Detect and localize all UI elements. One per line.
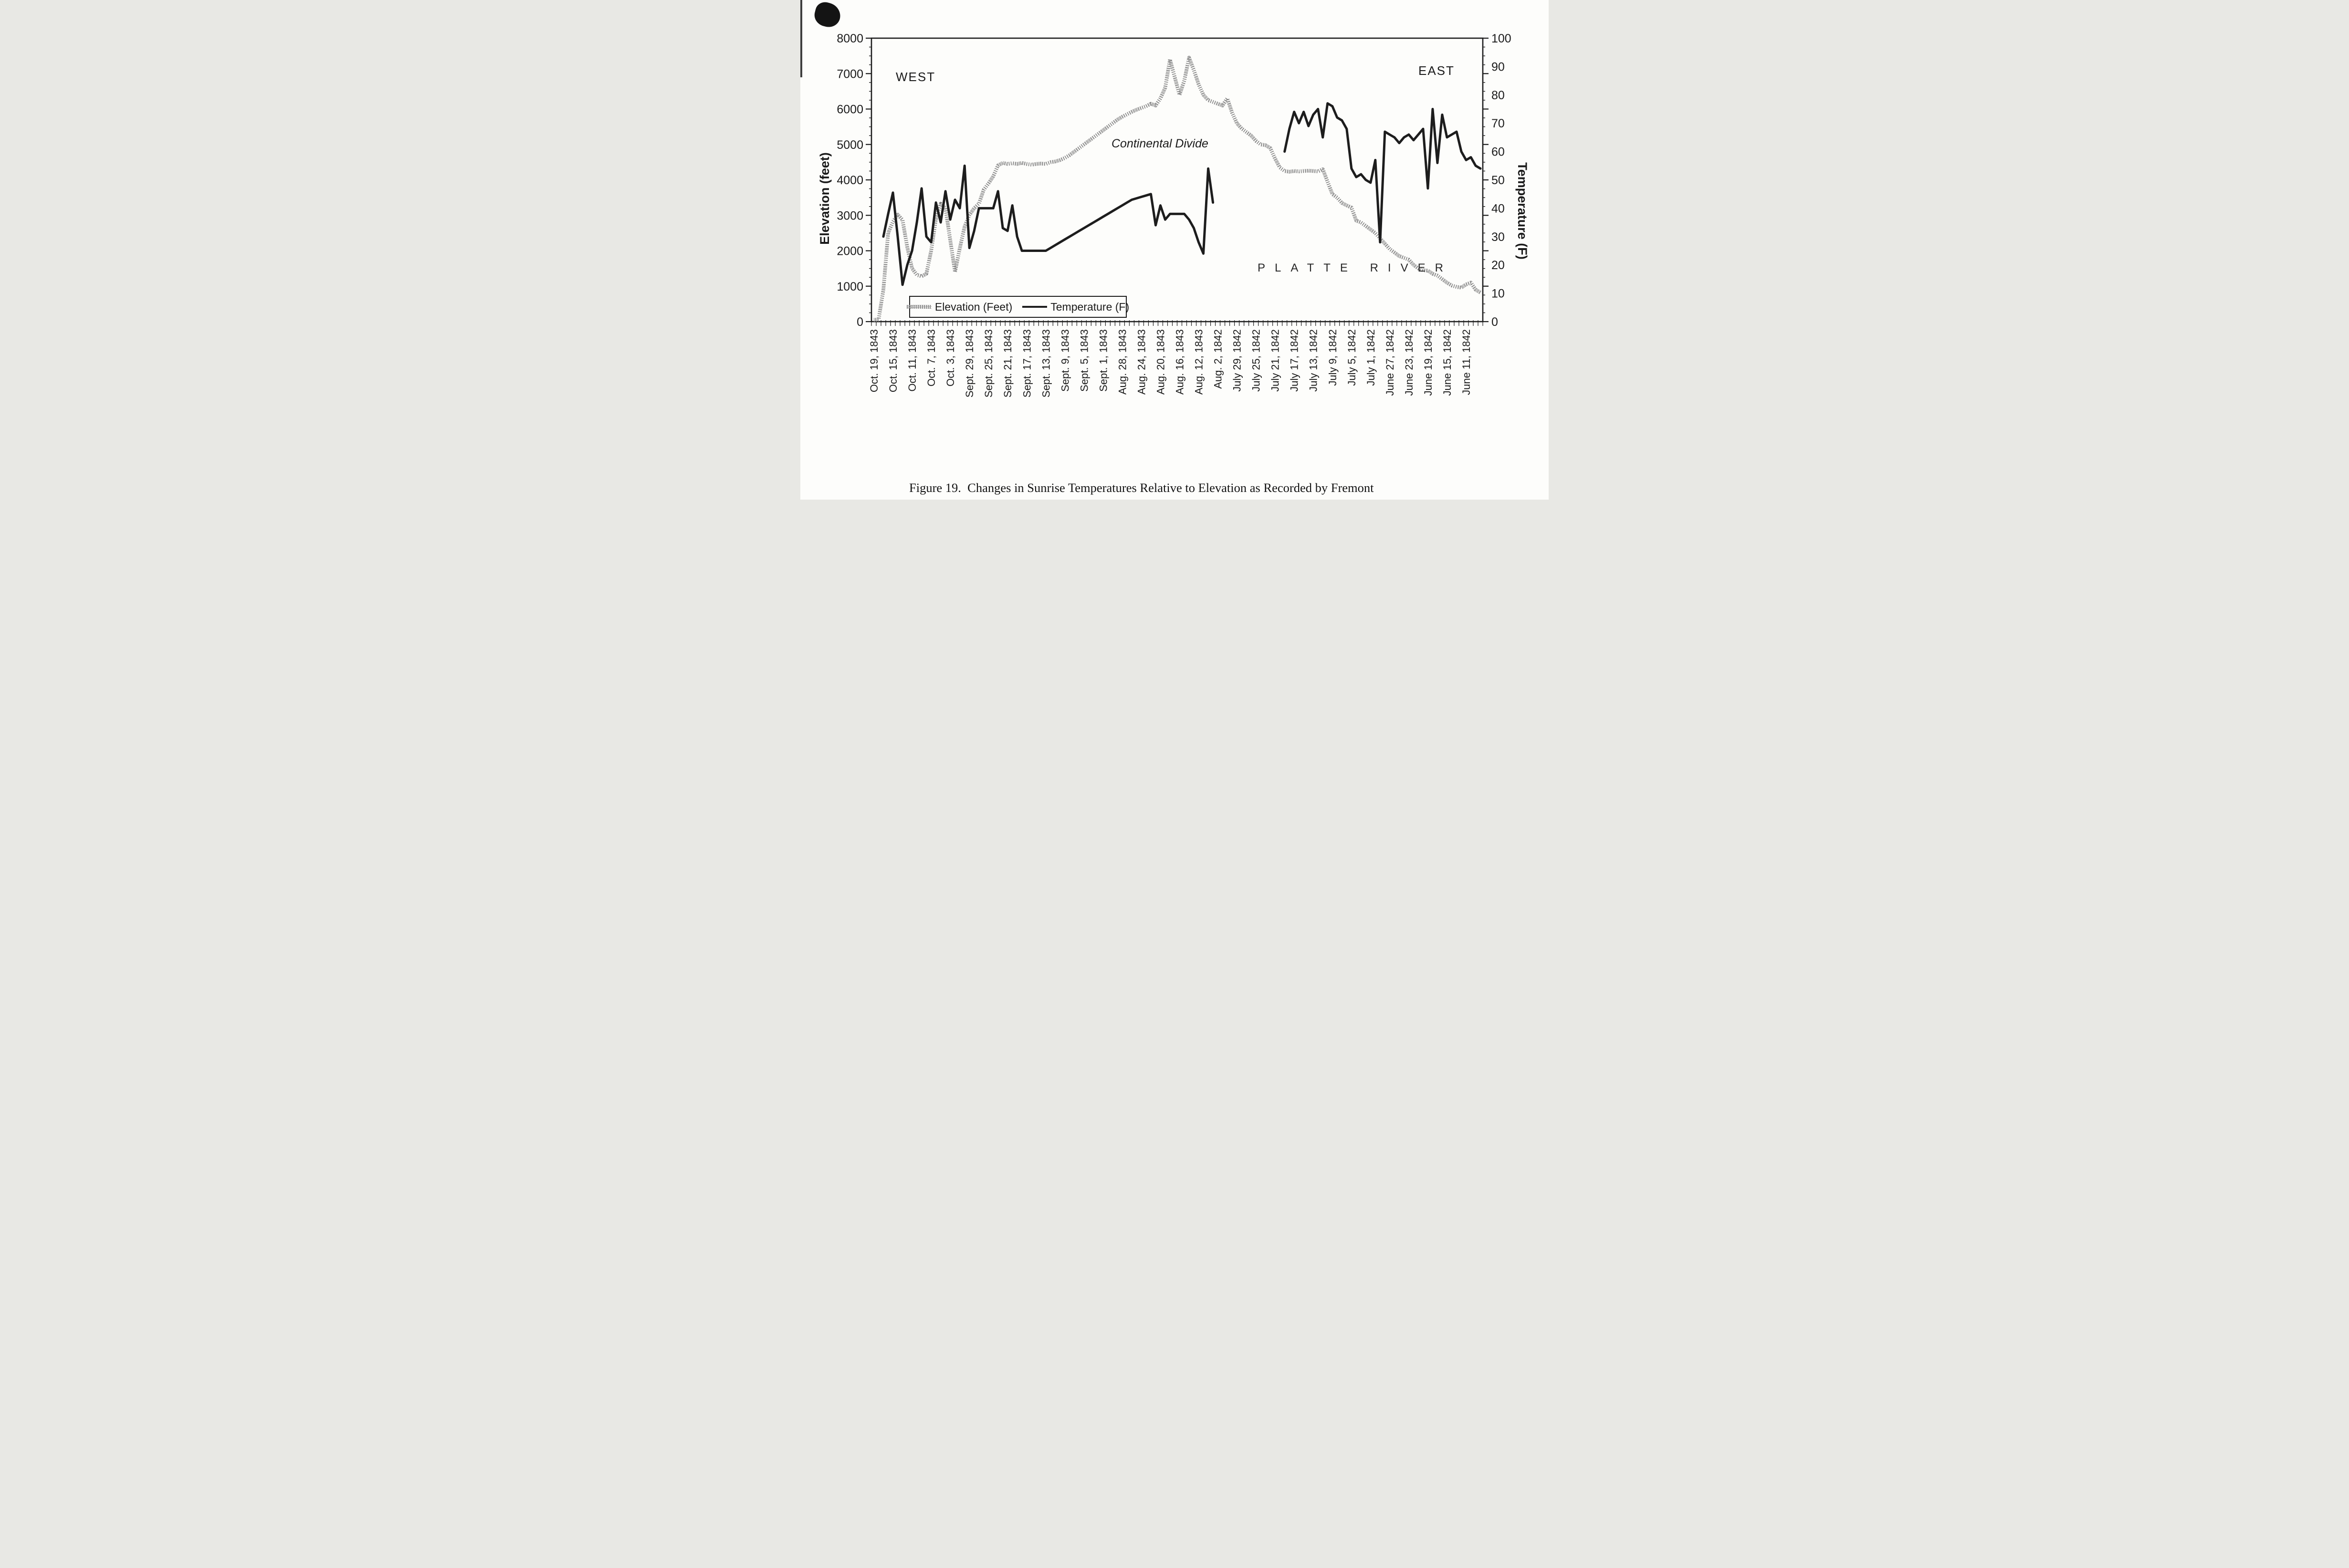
x-axis-tick-label: July 1, 1842: [1365, 329, 1377, 386]
left-axis-tick-label: 6000: [837, 103, 863, 116]
x-axis-tick-label: July 13, 1842: [1308, 329, 1320, 392]
right-axis-tick-label: 90: [1491, 60, 1505, 73]
annotation-west: WEST: [896, 70, 936, 84]
temperature-series-line: [1283, 102, 1482, 244]
right-axis-tick-label: 60: [1491, 146, 1505, 159]
x-axis-tick-label: Oct. 7, 1843: [925, 329, 937, 387]
chart-legend: Elevation (Feet) Temperature (F): [906, 296, 1130, 318]
x-axis-tick-label: June 23, 1842: [1403, 329, 1415, 396]
x-axis-tick-label: Sept. 25, 1843: [983, 329, 995, 397]
chart-plot: 8000700060005000400030002000100001009080…: [837, 32, 1511, 397]
left-axis-tick-label: 3000: [837, 209, 863, 222]
right-axis-tick-label: 70: [1491, 117, 1505, 130]
right-axis-tick-label: 20: [1491, 259, 1505, 272]
legend-temperature-label: Temperature (F): [1050, 300, 1130, 313]
annotation-platte-river: PLATTE RIVER: [1258, 261, 1453, 274]
left-axis-tick-label: 0: [857, 315, 863, 329]
figure-caption-line1: Figure 19. Changes in Sunrise Temperatur…: [909, 481, 1374, 495]
left-axis-tick-label: 1000: [837, 280, 863, 293]
x-axis-tick-label: June 19, 1842: [1422, 329, 1434, 396]
x-axis-tick-label: Aug. 28, 1843: [1116, 329, 1128, 395]
x-axis-tick-label: July 5, 1842: [1346, 329, 1358, 386]
x-axis-tick-label: Oct. 3, 1843: [944, 329, 956, 387]
right-axis-tick-label: 100: [1491, 32, 1511, 45]
legend-temperature-swatch: [1022, 306, 1048, 308]
x-axis-tick-label: Sept. 21, 1843: [1002, 329, 1014, 397]
x-axis-tick-label: Aug. 24, 1843: [1135, 329, 1147, 395]
left-axis-tick-label: 4000: [837, 174, 863, 187]
left-axis-tick-label: 8000: [837, 32, 863, 45]
x-axis-tick-label: June 15, 1842: [1441, 329, 1453, 396]
scan-artifact-streak: [800, 0, 802, 77]
left-axis-tick-label: 7000: [837, 67, 863, 81]
temperature-series-line: [882, 164, 1215, 286]
x-axis-tick-label: Sept. 9, 1843: [1059, 329, 1071, 392]
elevation-series-line-texture: [873, 56, 1481, 322]
x-axis-tick-label: Sept. 13, 1843: [1040, 329, 1052, 397]
right-axis-tick-label: 0: [1491, 315, 1498, 329]
x-axis-tick-label: Sept. 1, 1843: [1097, 329, 1109, 392]
right-axis-tick-label: 10: [1491, 287, 1505, 301]
right-axis-tick-label: 80: [1491, 89, 1505, 102]
legend-elevation-swatch: [906, 305, 932, 309]
x-axis-tick-label: Aug. 20, 1843: [1154, 329, 1166, 395]
right-axis-tick-label: 30: [1491, 230, 1505, 244]
x-axis-tick-label: Aug. 16, 1843: [1174, 329, 1186, 395]
left-axis-tick-label: 5000: [837, 138, 863, 152]
x-axis-tick-label: June 27, 1842: [1384, 329, 1396, 396]
x-axis-tick-label: July 29, 1842: [1231, 329, 1243, 392]
x-axis-tick-label: Sept. 17, 1843: [1021, 329, 1033, 397]
right-axis-title: Temperature (F): [1515, 162, 1530, 260]
x-axis-tick-label: Sept. 5, 1843: [1078, 329, 1090, 392]
figure-scan-page: 8000 7000 6000 5000 4000 3000 2000 1000 0 100 90 80…: [800, 0, 1549, 500]
annotation-continental-divide: Continental Divide: [1112, 137, 1208, 150]
x-axis-tick-label: July 9, 1842: [1327, 329, 1339, 386]
legend-elevation-label: Elevation (Feet): [934, 300, 1013, 313]
left-axis-tick-label: 2000: [837, 245, 863, 258]
figure-caption: Figure 19. Changes in Sunrise Temperatur…: [909, 444, 1491, 500]
x-axis-tick-label: Aug. 12, 1843: [1193, 329, 1205, 395]
left-axis-title: Elevation (feet): [818, 152, 832, 245]
right-axis-tick-label: 50: [1491, 174, 1505, 187]
x-axis-tick-label: Oct. 15, 1843: [887, 329, 899, 392]
x-axis-tick-label: June 11, 1842: [1460, 329, 1472, 395]
x-axis-tick-label: Sept. 29, 1843: [964, 329, 975, 397]
x-axis-tick-label: Oct. 11, 1843: [906, 329, 918, 391]
x-axis-tick-label: July 25, 1842: [1250, 329, 1262, 392]
right-axis-tick-label: 40: [1491, 202, 1505, 215]
x-axis-tick-label: Oct. 19, 1843: [868, 329, 880, 392]
x-axis-tick-label: July 21, 1842: [1269, 329, 1281, 392]
x-axis-tick-label: July 17, 1842: [1289, 329, 1300, 392]
annotation-east: EAST: [1418, 63, 1455, 78]
x-axis-tick-label: Aug. 2, 1842: [1212, 329, 1224, 389]
